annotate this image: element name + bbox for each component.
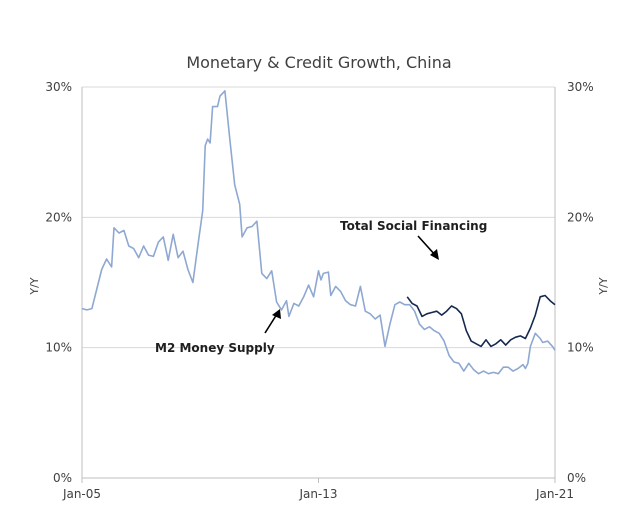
- arrowhead-m2-money-supply: [272, 309, 281, 319]
- y-axis-label-left: Y/Y: [28, 277, 41, 295]
- axes: [81, 87, 556, 483]
- annotation-m2-money-supply: M2 Money Supply: [155, 341, 275, 355]
- y-tick-label-left: 30%: [45, 80, 72, 94]
- arrow-to-m2-money-supply: [264, 313, 278, 334]
- gridlines: [82, 86, 555, 349]
- y-tick-label-right: 10%: [567, 341, 594, 355]
- x-tick-label: Jan-21: [535, 487, 574, 501]
- y-tick-label-right: 20%: [567, 210, 594, 224]
- arrowhead-total-social-financing: [430, 249, 439, 260]
- series-line-m2-money-supply: [81, 90, 556, 375]
- x-tick-label: Jan-05: [62, 487, 101, 501]
- y-tick-label-left: 10%: [45, 341, 72, 355]
- chart-title: Monetary & Credit Growth, China: [186, 53, 451, 72]
- y-tick-label-left: 20%: [45, 210, 72, 224]
- y-tick-label-left: 0%: [53, 471, 72, 485]
- tick-labels: 0% 0% 10% 10% 20% 20% 30% 30% Jan-05 Jan-13 Jan-21: [45, 80, 593, 501]
- y-tick-label-right: 30%: [567, 80, 594, 94]
- y-axis-label-right: Y/Y: [597, 277, 610, 295]
- x-tick-label: Jan-13: [298, 487, 337, 501]
- annotation-total-social-financing: Total Social Financing: [340, 219, 487, 233]
- series-lines: [81, 90, 556, 375]
- series-line-total-social-financing: [406, 294, 556, 348]
- y-tick-label-right: 0%: [567, 471, 586, 485]
